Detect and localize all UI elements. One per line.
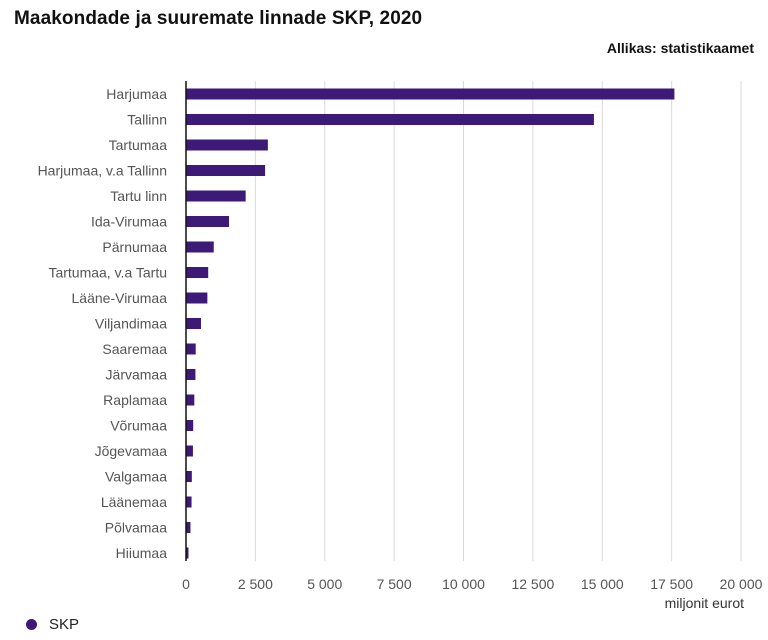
bar	[186, 190, 246, 202]
x-tick-labels: 0 2 500 5 000 7 500 10 000 12 500 15 000 17 500…	[182, 576, 763, 592]
category-label: Jõgevamaa	[95, 443, 168, 459]
bar	[186, 241, 214, 253]
x-tick-label: 2 500	[238, 576, 273, 592]
bar	[186, 420, 194, 431]
category-label: Hiiumaa	[116, 545, 168, 561]
category-label: Lääne-Virumaa	[72, 290, 168, 306]
category-label: Ida-Virumaa	[91, 214, 167, 230]
bar	[186, 139, 268, 151]
x-tick-label: 10 000	[442, 576, 485, 592]
category-label: Valgamaa	[105, 469, 167, 485]
chart-source: Allikas: statistikaamet	[606, 40, 754, 56]
category-labels: Harjumaa Tallinn Tartumaa Harjumaa, v.a Tal…	[38, 86, 168, 561]
category-label: Võrumaa	[110, 418, 167, 434]
category-label: Harjumaa, v.a Tallinn	[38, 163, 167, 179]
category-label: Saaremaa	[102, 341, 167, 357]
bar	[186, 522, 191, 533]
bars	[186, 88, 675, 559]
bar	[186, 88, 675, 100]
grid-lines	[254, 81, 742, 561]
bar	[186, 216, 230, 227]
bar	[186, 165, 266, 176]
bar	[186, 114, 594, 125]
bar	[186, 369, 196, 380]
bar	[186, 496, 192, 508]
category-label: Harjumaa	[106, 86, 167, 102]
category-label: Pärnumaa	[102, 239, 167, 255]
bar	[186, 394, 195, 406]
x-tick-label: 20 000	[720, 576, 763, 592]
bar	[186, 318, 201, 329]
x-tick-label: 0	[182, 576, 190, 592]
x-tick-label: 7 500	[377, 576, 412, 592]
x-axis-unit-label: miljonit eurot	[665, 595, 744, 611]
x-tick-label: 15 000	[581, 576, 624, 592]
x-tick-label: 12 500	[511, 576, 554, 592]
bar	[186, 471, 192, 482]
x-tick-label: 17 500	[650, 576, 693, 592]
legend: SKP	[26, 616, 79, 633]
bar	[186, 343, 196, 355]
category-label: Läänemaa	[101, 494, 167, 510]
legend-label: SKP	[49, 616, 80, 633]
category-label: Tartumaa, v.a Tartu	[48, 265, 167, 281]
bar	[186, 267, 209, 278]
category-label: Raplamaa	[103, 392, 167, 408]
category-label: Põlvamaa	[105, 520, 167, 536]
legend-swatch	[26, 619, 37, 630]
category-label: Viljandimaa	[95, 316, 167, 332]
category-label: Järvamaa	[106, 367, 168, 383]
bar	[186, 445, 193, 457]
chart-title: Maakondade ja suuremate linnade SKP, 202…	[14, 8, 423, 29]
category-label: Tallinn	[127, 112, 167, 128]
bar	[186, 547, 189, 559]
category-label: Tartu linn	[110, 188, 167, 204]
category-label: Tartumaa	[109, 137, 168, 153]
bar	[186, 292, 208, 304]
x-tick-label: 5 000	[307, 576, 342, 592]
